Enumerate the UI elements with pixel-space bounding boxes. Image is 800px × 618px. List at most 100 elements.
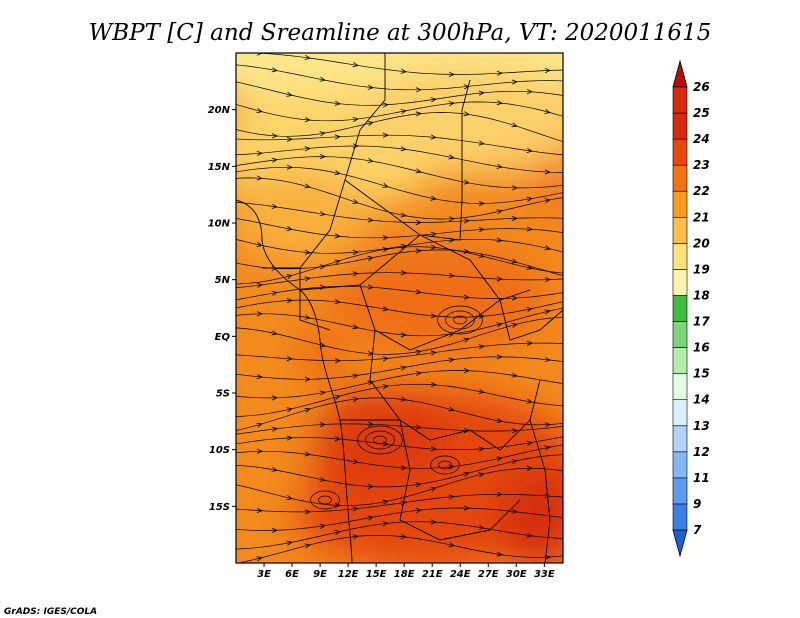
streamline-arrow — [496, 276, 503, 282]
streamline — [236, 145, 563, 173]
lon-tick-label: 15E — [366, 569, 387, 580]
streamline-arrow — [286, 356, 293, 362]
streamline-arrow — [304, 509, 311, 515]
streamline-arrow — [382, 356, 389, 362]
streamline-arrow — [478, 446, 485, 452]
eddy — [357, 425, 403, 455]
streamline — [236, 81, 563, 106]
streamline — [236, 64, 563, 91]
colorbar-swatch — [672, 269, 688, 296]
streamline-arrow — [352, 116, 359, 123]
colorbar-label: 25 — [693, 106, 710, 120]
colorbar-swatch — [672, 190, 688, 218]
streamline-arrow — [478, 524, 485, 530]
streamline-arrow — [304, 249, 311, 255]
colorbar-label: 24 — [693, 132, 710, 146]
colorbar-swatch — [672, 295, 688, 322]
streamline-arrow — [256, 507, 263, 513]
streamline-arrow — [544, 309, 551, 315]
streamline-arrow — [430, 231, 437, 237]
streamline-arrow — [496, 456, 503, 462]
streamline-arrow — [544, 422, 551, 428]
streamline-arrow — [382, 247, 389, 253]
streamline-arrow — [511, 215, 518, 221]
latitude-axis: 20N 15N 10N 5N EQ 5S 10S 15S — [208, 105, 236, 513]
streamline-arrow — [304, 543, 311, 549]
colorbar-label: 16 — [693, 341, 710, 355]
colorbar-label: 22 — [693, 184, 710, 198]
streamline-arrow — [448, 101, 455, 107]
streamline — [236, 493, 563, 513]
grads-credit: GrADS: IGES/COLA — [4, 607, 97, 617]
streamline-arrow — [319, 211, 326, 217]
streamline-arrow — [304, 451, 311, 457]
streamline — [236, 299, 563, 318]
streamline-arrow — [430, 313, 437, 319]
streamline-arrow — [478, 90, 485, 96]
streamline-arrow — [511, 258, 518, 264]
streamline — [236, 383, 563, 417]
streamline-arrow — [448, 357, 455, 363]
streamline-arrow — [319, 342, 326, 348]
streamline-arrow — [526, 398, 533, 404]
streamline-arrow — [286, 274, 293, 280]
streamline-arrow — [304, 314, 311, 320]
streamline-arrow — [367, 157, 374, 164]
streamline — [236, 238, 563, 254]
longitude-axis: 3E 6E 9E 12E 15E 18E 21E 24E 27E 30E 33E — [257, 563, 555, 580]
lon-tick-label: 27E — [478, 569, 499, 580]
streamline-arrow — [382, 306, 389, 312]
streamline-arrow — [448, 272, 455, 279]
streamline-arrow — [319, 390, 326, 396]
streamline-arrow — [256, 422, 263, 428]
streamline-arrow — [256, 311, 263, 317]
streamline-arrow — [304, 146, 311, 152]
streamline-arrow — [430, 350, 437, 356]
streamline-arrow — [430, 244, 437, 250]
eddy — [453, 315, 467, 325]
lat-tick-label: 10S — [209, 445, 230, 456]
colorbar-label: 14 — [693, 393, 710, 407]
streamline-arrow — [304, 376, 311, 382]
colorbar-swatch — [672, 347, 688, 374]
lon-tick-label: 18E — [394, 569, 415, 580]
streamline-arrow — [544, 445, 551, 451]
streamline-arrow — [430, 446, 437, 452]
streamline-arrow — [400, 533, 407, 540]
streamline-arrow — [286, 435, 293, 441]
streamline-arrow — [319, 131, 326, 137]
streamline — [236, 166, 563, 204]
streamline-arrow — [271, 426, 278, 432]
streamline-arrow — [511, 185, 518, 191]
streamline-arrow — [415, 482, 422, 488]
streamline-arrow — [334, 436, 341, 442]
colorbar-swatch — [672, 164, 688, 192]
streamline-arrow — [415, 168, 422, 174]
streamline-arrow — [271, 290, 278, 296]
streamline-arrow — [271, 67, 278, 73]
streamline-arrow — [256, 448, 263, 454]
streamline-arrow — [544, 198, 551, 204]
streamline-arrow — [382, 132, 389, 138]
streamline-arrow — [286, 540, 293, 546]
streamline-arrow — [367, 120, 374, 126]
colorbar-swatch — [672, 425, 688, 453]
streamline-arrow — [367, 217, 374, 223]
streamline-arrow — [256, 175, 263, 181]
streamline-arrow — [400, 396, 407, 402]
streamline-arrow — [400, 365, 407, 371]
streamline-arrow — [415, 87, 422, 93]
streamline-arrow — [463, 179, 470, 185]
eddy — [438, 460, 452, 470]
streamline-arrow — [511, 372, 518, 378]
streamline-arrow — [463, 111, 470, 117]
streamline-arrow — [256, 150, 263, 157]
colorbar-label: 12 — [693, 445, 710, 459]
colorbar: 7 9 11 12 13 14 15 16 17 18 19 20 21 22 23 24 25 26 — [672, 59, 710, 558]
lon-tick-label: 21E — [422, 569, 443, 580]
streamline-arrow — [448, 406, 455, 412]
streamline — [236, 454, 563, 488]
colorbar-label: 18 — [693, 288, 710, 302]
streamline-arrow — [496, 551, 503, 557]
streamline-arrow — [334, 134, 341, 140]
